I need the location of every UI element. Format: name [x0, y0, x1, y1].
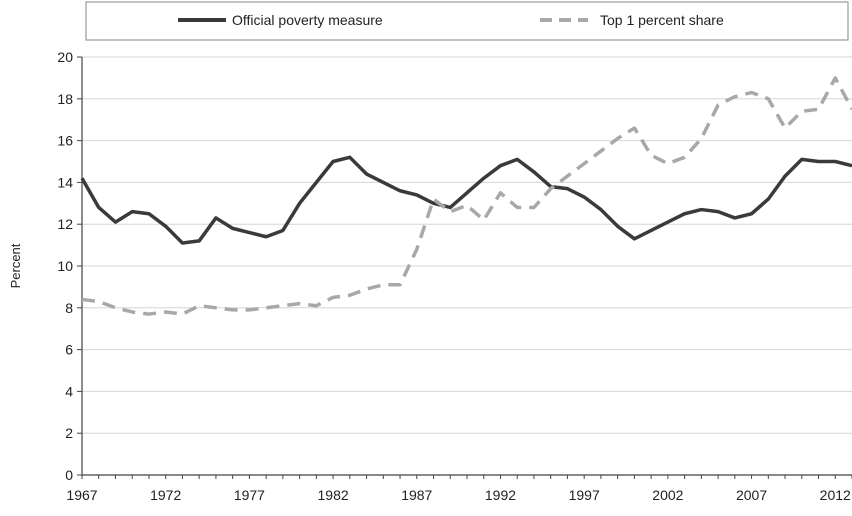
y-tick-label: 6 [65, 342, 73, 358]
x-tick-label: 1967 [66, 487, 97, 503]
legend-label-poverty: Official poverty measure [232, 12, 383, 28]
gridlines [82, 56, 852, 434]
x-tick-label: 2007 [736, 487, 767, 503]
series-lines [80, 76, 852, 316]
y-tick-label: 8 [65, 300, 73, 316]
y-tick-label: 0 [65, 467, 73, 483]
x-tick-label: 1977 [234, 487, 265, 503]
y-tick-label: 20 [57, 49, 73, 65]
y-tick-label: 2 [65, 425, 73, 441]
x-tick-label: 1972 [150, 487, 181, 503]
y-tick-label: 10 [57, 258, 73, 274]
tick-labels: 0 2 4 6 8 10 12 14 16 18 20 1967 1972 1977 1982 1987 199… [57, 49, 851, 503]
y-tick-label: 18 [57, 91, 73, 107]
series-line-official-poverty [80, 155, 852, 245]
series-line-top-1-percent [81, 76, 852, 316]
x-tick-label: 2002 [652, 487, 683, 503]
y-tick-label: 16 [57, 133, 73, 149]
y-tick-label: 4 [65, 383, 73, 399]
x-tick-label: 1987 [401, 487, 432, 503]
x-tick-label: 1997 [569, 487, 600, 503]
x-tick-label: 1982 [318, 487, 349, 503]
axes [77, 56, 852, 479]
y-tick-label: 12 [57, 216, 73, 232]
legend-label-top1: Top 1 percent share [600, 12, 724, 28]
x-tick-label: 1992 [485, 487, 516, 503]
y-axis-title: Percent [8, 243, 23, 288]
x-tick-label: 2012 [820, 487, 851, 503]
y-tick-label: 14 [57, 174, 73, 190]
